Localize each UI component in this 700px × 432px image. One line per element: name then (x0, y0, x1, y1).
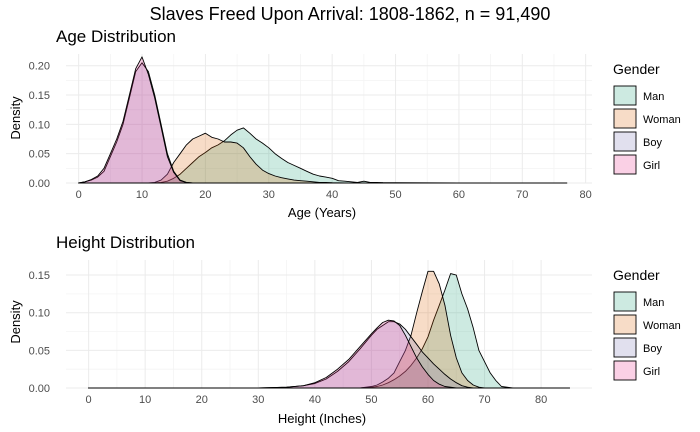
legend-key-boy (613, 337, 637, 358)
y-axis-label: Density (8, 300, 23, 344)
x-axis-label: Height (Inches) (278, 411, 366, 426)
legend-key-girl (613, 154, 637, 175)
legend-label: Man (643, 91, 664, 103)
legend-title: Gender (613, 61, 660, 77)
density-area-girl (88, 319, 570, 389)
panel-title: Age Distribution (56, 27, 176, 46)
x-tick-label: 50 (389, 189, 401, 201)
x-tick-label: 20 (199, 189, 211, 201)
legend-label: Man (643, 297, 664, 309)
age-distribution-panel: Age Distribution Age (Years) Density Gen… (8, 27, 681, 220)
y-tick-label: 0.05 (29, 345, 50, 357)
legend-key-man (613, 291, 637, 312)
x-tick-label: 10 (136, 189, 148, 201)
x-tick-label: 30 (252, 394, 264, 406)
y-tick-label: 0.00 (29, 178, 50, 190)
legend-key-girl (613, 360, 637, 381)
x-tick-label: 10 (139, 394, 151, 406)
y-tick-label: 0.10 (29, 119, 50, 131)
legend-key-woman (613, 108, 637, 129)
x-tick-label: 80 (580, 189, 592, 201)
x-tick-label: 70 (516, 189, 528, 201)
legend-label: Girl (643, 366, 660, 378)
y-tick-label: 0.05 (29, 149, 50, 161)
height-distribution-panel: Height Distribution Height (Inches) Dens… (8, 233, 681, 426)
density-area-man (88, 273, 570, 389)
x-tick-label: 30 (263, 189, 275, 201)
x-tick-label: 20 (196, 394, 208, 406)
x-tick-label: 40 (326, 189, 338, 201)
grid (66, 260, 592, 389)
x-tick-label: 0 (76, 189, 82, 201)
panel-title: Height Distribution (56, 233, 195, 252)
y-tick-label: 0.00 (29, 383, 50, 395)
x-tick-label: 60 (453, 189, 465, 201)
density-area-girl (78, 56, 568, 184)
legend-label: Boy (643, 137, 662, 149)
y-tick-label: 0.10 (29, 308, 50, 320)
legend-key-man (613, 85, 637, 106)
x-tick-label: 0 (86, 394, 92, 406)
density-area-woman (88, 270, 570, 389)
x-tick-label: 50 (365, 394, 377, 406)
legend-title: Gender (613, 267, 660, 283)
y-tick-label: 0.20 (29, 61, 50, 73)
legend-key-boy (613, 131, 637, 152)
x-axis-label: Age (Years) (288, 205, 356, 220)
y-tick-label: 0.15 (29, 270, 50, 282)
legend-key-woman (613, 314, 637, 335)
x-tick-label: 70 (478, 394, 490, 406)
x-tick-label: 80 (535, 394, 547, 406)
legend-label: Woman (643, 114, 681, 126)
legend-label: Girl (643, 160, 660, 172)
legend-label: Woman (643, 320, 681, 332)
y-axis-label: Density (8, 96, 23, 140)
x-tick-label: 60 (422, 394, 434, 406)
figure-title: Slaves Freed Upon Arrival: 1808-1862, n … (150, 4, 551, 24)
x-tick-label: 40 (309, 394, 321, 406)
y-tick-label: 0.15 (29, 90, 50, 102)
legend-label: Boy (643, 343, 662, 355)
